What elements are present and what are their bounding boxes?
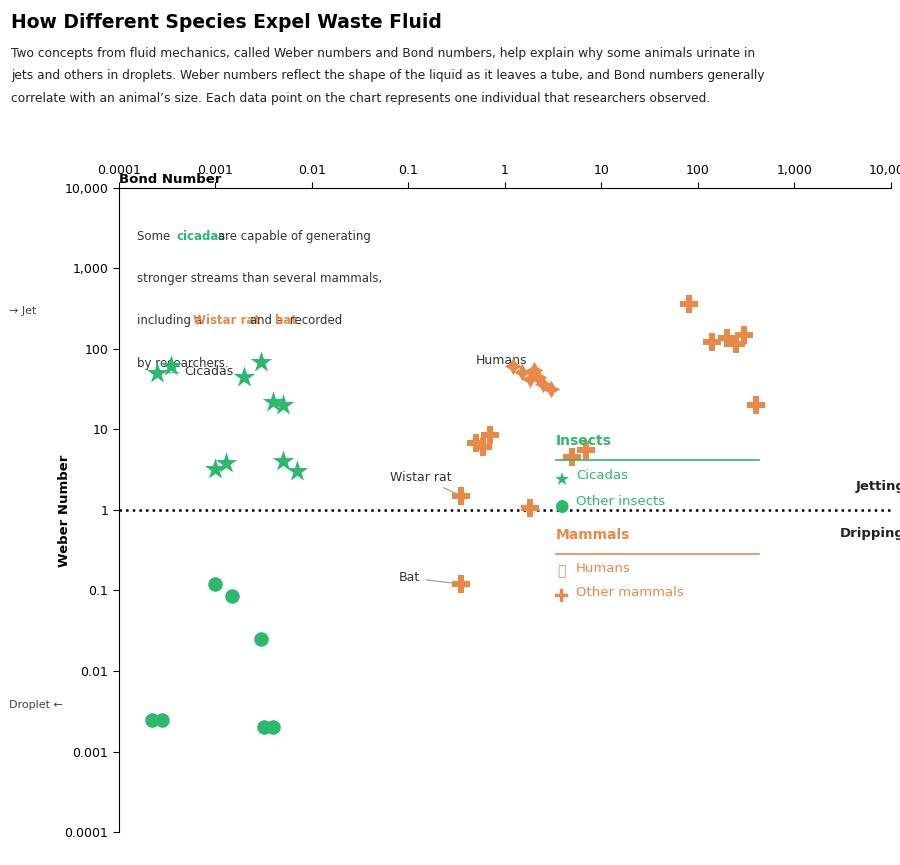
Point (150, 366, 165, 380)
Text: Two concepts from fluid mechanics, called Weber numbers and Bond numbers, help e: Two concepts from fluid mechanics, calle… (11, 47, 755, 60)
Point (749, 398, 763, 412)
Point (290, 465, 304, 478)
Point (155, 713, 169, 727)
Point (266, 721, 281, 734)
Text: Dripping: Dripping (841, 527, 900, 540)
Point (454, 577, 468, 591)
Text: Insects: Insects (556, 434, 612, 448)
Point (729, 337, 743, 351)
Point (705, 336, 719, 349)
Text: correlate with an animal’s size. Each data point on the chart represents one ind: correlate with an animal’s size. Each da… (11, 92, 710, 105)
Point (565, 451, 580, 465)
Text: Other insects: Other insects (576, 495, 665, 508)
Point (225, 589, 239, 603)
Point (522, 372, 536, 386)
Text: cicadas: cicadas (176, 230, 226, 243)
Text: ⬨: ⬨ (557, 564, 566, 578)
Point (208, 462, 222, 476)
Text: Jetting: Jetting (855, 480, 900, 493)
Point (505, 359, 519, 373)
Point (145, 713, 159, 727)
Text: Bat: Bat (399, 571, 458, 584)
Point (454, 489, 468, 503)
Text: including a: including a (137, 314, 206, 327)
Point (515, 365, 529, 379)
Text: Mammals: Mammals (556, 528, 631, 541)
Text: Cicadas: Cicadas (576, 469, 628, 482)
Text: Some: Some (137, 230, 175, 243)
Text: bat: bat (275, 314, 297, 327)
Text: ●: ● (554, 497, 569, 515)
Point (208, 577, 222, 591)
Point (275, 454, 290, 468)
Text: How Different Species Expel Waste Fluid: How Different Species Expel Waste Fluid (11, 13, 442, 32)
Point (482, 428, 497, 442)
Point (531, 370, 545, 384)
Point (254, 356, 268, 369)
Text: Other mammals: Other mammals (576, 586, 684, 599)
Text: → Jet: → Jet (9, 306, 36, 317)
Point (720, 331, 734, 345)
Point (219, 457, 233, 471)
Point (526, 362, 541, 376)
Text: ★: ★ (554, 471, 570, 489)
Text: Bond Number: Bond Number (119, 173, 221, 186)
Text: Weber Number: Weber Number (58, 454, 71, 567)
Point (476, 440, 491, 454)
Point (164, 359, 178, 373)
Point (275, 398, 290, 412)
Text: Wistar rat: Wistar rat (391, 471, 458, 495)
Text: jets and others in droplets. Weber numbers reflect the shape of the liquid as it: jets and others in droplets. Weber numbe… (11, 69, 764, 82)
Point (238, 370, 252, 384)
Point (544, 381, 558, 395)
Point (469, 436, 483, 450)
Text: Humans: Humans (476, 354, 527, 372)
Point (256, 721, 271, 734)
Text: stronger streams than several mammals,: stronger streams than several mammals, (137, 272, 382, 285)
Point (681, 297, 696, 311)
Text: by researchers.: by researchers. (137, 356, 229, 369)
Point (254, 632, 268, 646)
Text: are capable of generating: are capable of generating (213, 230, 371, 243)
Text: Wistar rat: Wistar rat (194, 314, 260, 327)
Point (536, 376, 551, 390)
Point (580, 444, 594, 458)
Text: Droplet ←: Droplet ← (9, 700, 63, 710)
Text: Cicadas: Cicadas (165, 365, 234, 378)
Text: recorded: recorded (286, 314, 343, 327)
Point (737, 328, 751, 342)
Text: and a: and a (247, 314, 287, 327)
Point (522, 502, 536, 516)
Point (266, 394, 281, 408)
Text: Humans: Humans (576, 562, 631, 575)
Text: ✚: ✚ (554, 588, 569, 606)
Point (103, 661, 117, 675)
